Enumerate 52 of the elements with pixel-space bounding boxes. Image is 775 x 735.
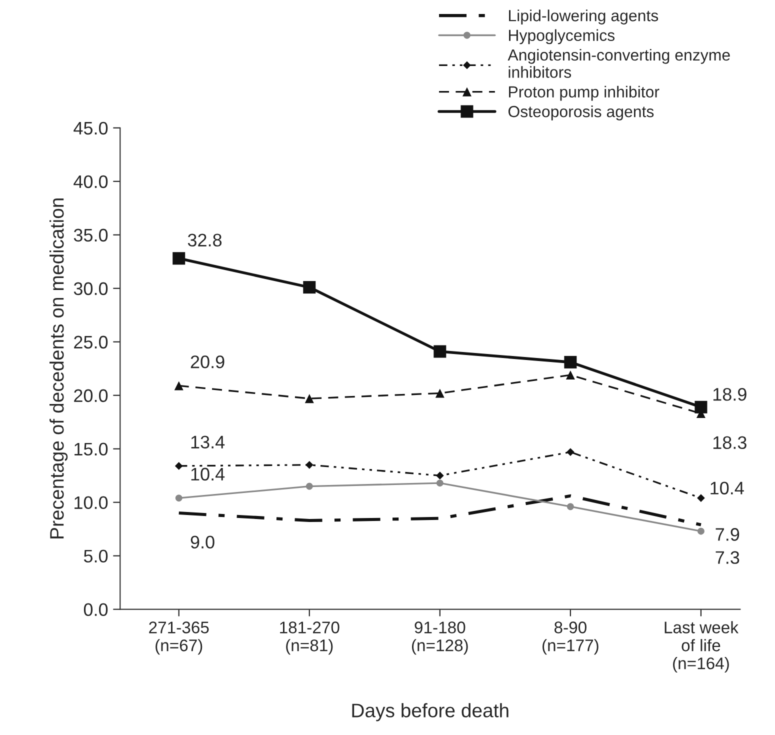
y-tick-label: 25.0 — [74, 336, 108, 349]
x-tick-label: 271-365 (n=67) — [149, 622, 209, 655]
y-tick-label: 0.0 — [84, 603, 108, 616]
data-label: 13.4 — [191, 436, 225, 448]
point — [303, 281, 316, 294]
point — [305, 460, 314, 469]
point — [697, 528, 704, 535]
y-tick-label: 45.0 — [74, 122, 108, 135]
legend-label: Lipid-lowering agents — [509, 10, 658, 24]
data-label: 18.3 — [713, 436, 746, 450]
legend-label: Proton pump inhibitor — [509, 86, 660, 101]
y-tick-label: 5.0 — [84, 550, 108, 563]
x-tick-label: Last week of life (n=164) — [664, 621, 739, 673]
point — [436, 480, 444, 487]
point — [697, 494, 705, 502]
point — [174, 381, 184, 390]
data-label: 18.9 — [713, 388, 746, 401]
y-tick-label: 10.0 — [74, 496, 108, 510]
point — [174, 462, 183, 470]
x-tick-label: 91-180 (n=128) — [412, 622, 468, 655]
legend-label: Osteoporosis agents — [508, 106, 654, 120]
data-label: 32.8 — [188, 234, 222, 247]
point — [306, 482, 313, 490]
data-label: 10.4 — [191, 468, 225, 481]
point — [566, 448, 574, 456]
x-tick-label: 181-270 (n=81) — [280, 622, 340, 655]
x-tick-label: 8-90 (n=177) — [542, 622, 598, 655]
legend-label: Hypoglycemics — [509, 29, 615, 44]
data-label: 7.3 — [716, 551, 740, 564]
point — [436, 472, 444, 480]
y-tick-label: 20.0 — [74, 389, 108, 402]
data-label: 7.9 — [716, 528, 740, 541]
x-axis-title: Days before death — [352, 703, 508, 722]
point — [564, 356, 577, 368]
point — [172, 252, 186, 265]
point — [694, 400, 708, 414]
y-tick-label: 35.0 — [74, 228, 108, 242]
y-tick-label: 40.0 — [74, 175, 108, 188]
y-axis-title: Precentage of decedents on medication — [50, 198, 68, 538]
data-label: 9.0 — [190, 536, 214, 549]
data-label: 10.4 — [710, 482, 744, 494]
point — [566, 503, 574, 510]
legend-label: Angiotensin-converting enzyme inhibitors — [508, 48, 730, 78]
y-tick-label: 30.0 — [74, 282, 108, 296]
y-tick-label: 15.0 — [74, 442, 108, 456]
data-label: 20.9 — [190, 355, 224, 368]
point — [175, 494, 182, 502]
point — [304, 394, 314, 404]
point — [566, 370, 575, 380]
point — [435, 388, 444, 398]
point — [434, 345, 446, 358]
line-series — [177, 494, 702, 526]
